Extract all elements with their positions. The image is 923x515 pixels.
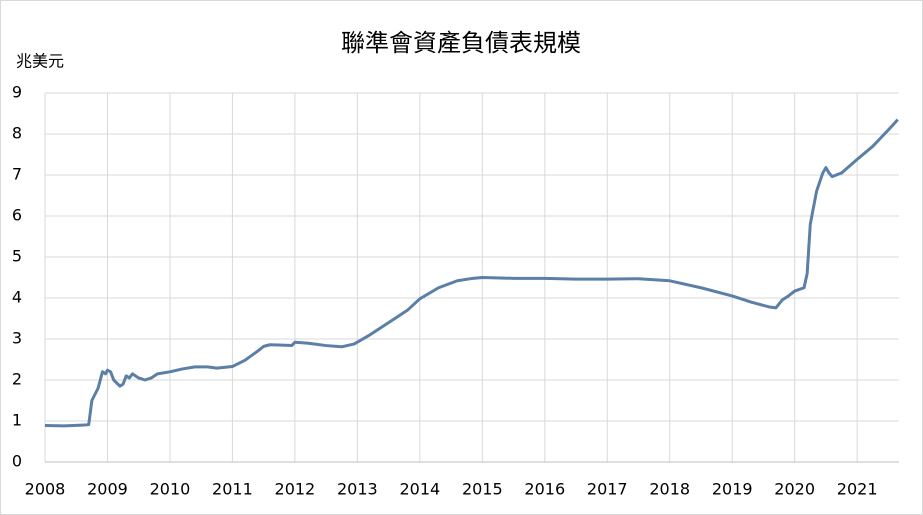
- y-tick-label: 6: [12, 206, 22, 225]
- x-tick-label: 2015: [462, 480, 503, 499]
- x-tick-label: 2019: [712, 480, 753, 499]
- x-tick-label: 2008: [25, 480, 66, 499]
- y-tick-label: 8: [12, 124, 22, 143]
- y-tick-label: 9: [12, 83, 22, 102]
- x-tick-label: 2011: [212, 480, 253, 499]
- y-tick-label: 5: [12, 247, 22, 266]
- x-tick-label: 2021: [837, 480, 878, 499]
- x-tick-label: 2012: [275, 480, 316, 499]
- x-tick-label: 2016: [524, 480, 565, 499]
- x-tick-label: 2009: [87, 480, 128, 499]
- y-tick-label: 0: [12, 452, 22, 471]
- y-tick-label: 3: [12, 329, 22, 348]
- y-axis-label: 兆美元: [16, 52, 64, 71]
- x-tick-label: 2020: [774, 480, 815, 499]
- x-tick-label: 2010: [150, 480, 191, 499]
- chart-title: 聯準會資產負債表規模: [341, 29, 581, 57]
- x-tick-label: 2014: [399, 480, 440, 499]
- y-tick-label: 2: [12, 370, 22, 389]
- x-tick-label: 2013: [337, 480, 378, 499]
- x-tick-label: 2017: [587, 480, 628, 499]
- y-tick-label: 7: [12, 165, 22, 184]
- data-line: [44, 118, 899, 428]
- x-tick-label: 2018: [649, 480, 690, 499]
- y-tick-label: 4: [12, 288, 22, 307]
- y-tick-label: 1: [12, 411, 22, 430]
